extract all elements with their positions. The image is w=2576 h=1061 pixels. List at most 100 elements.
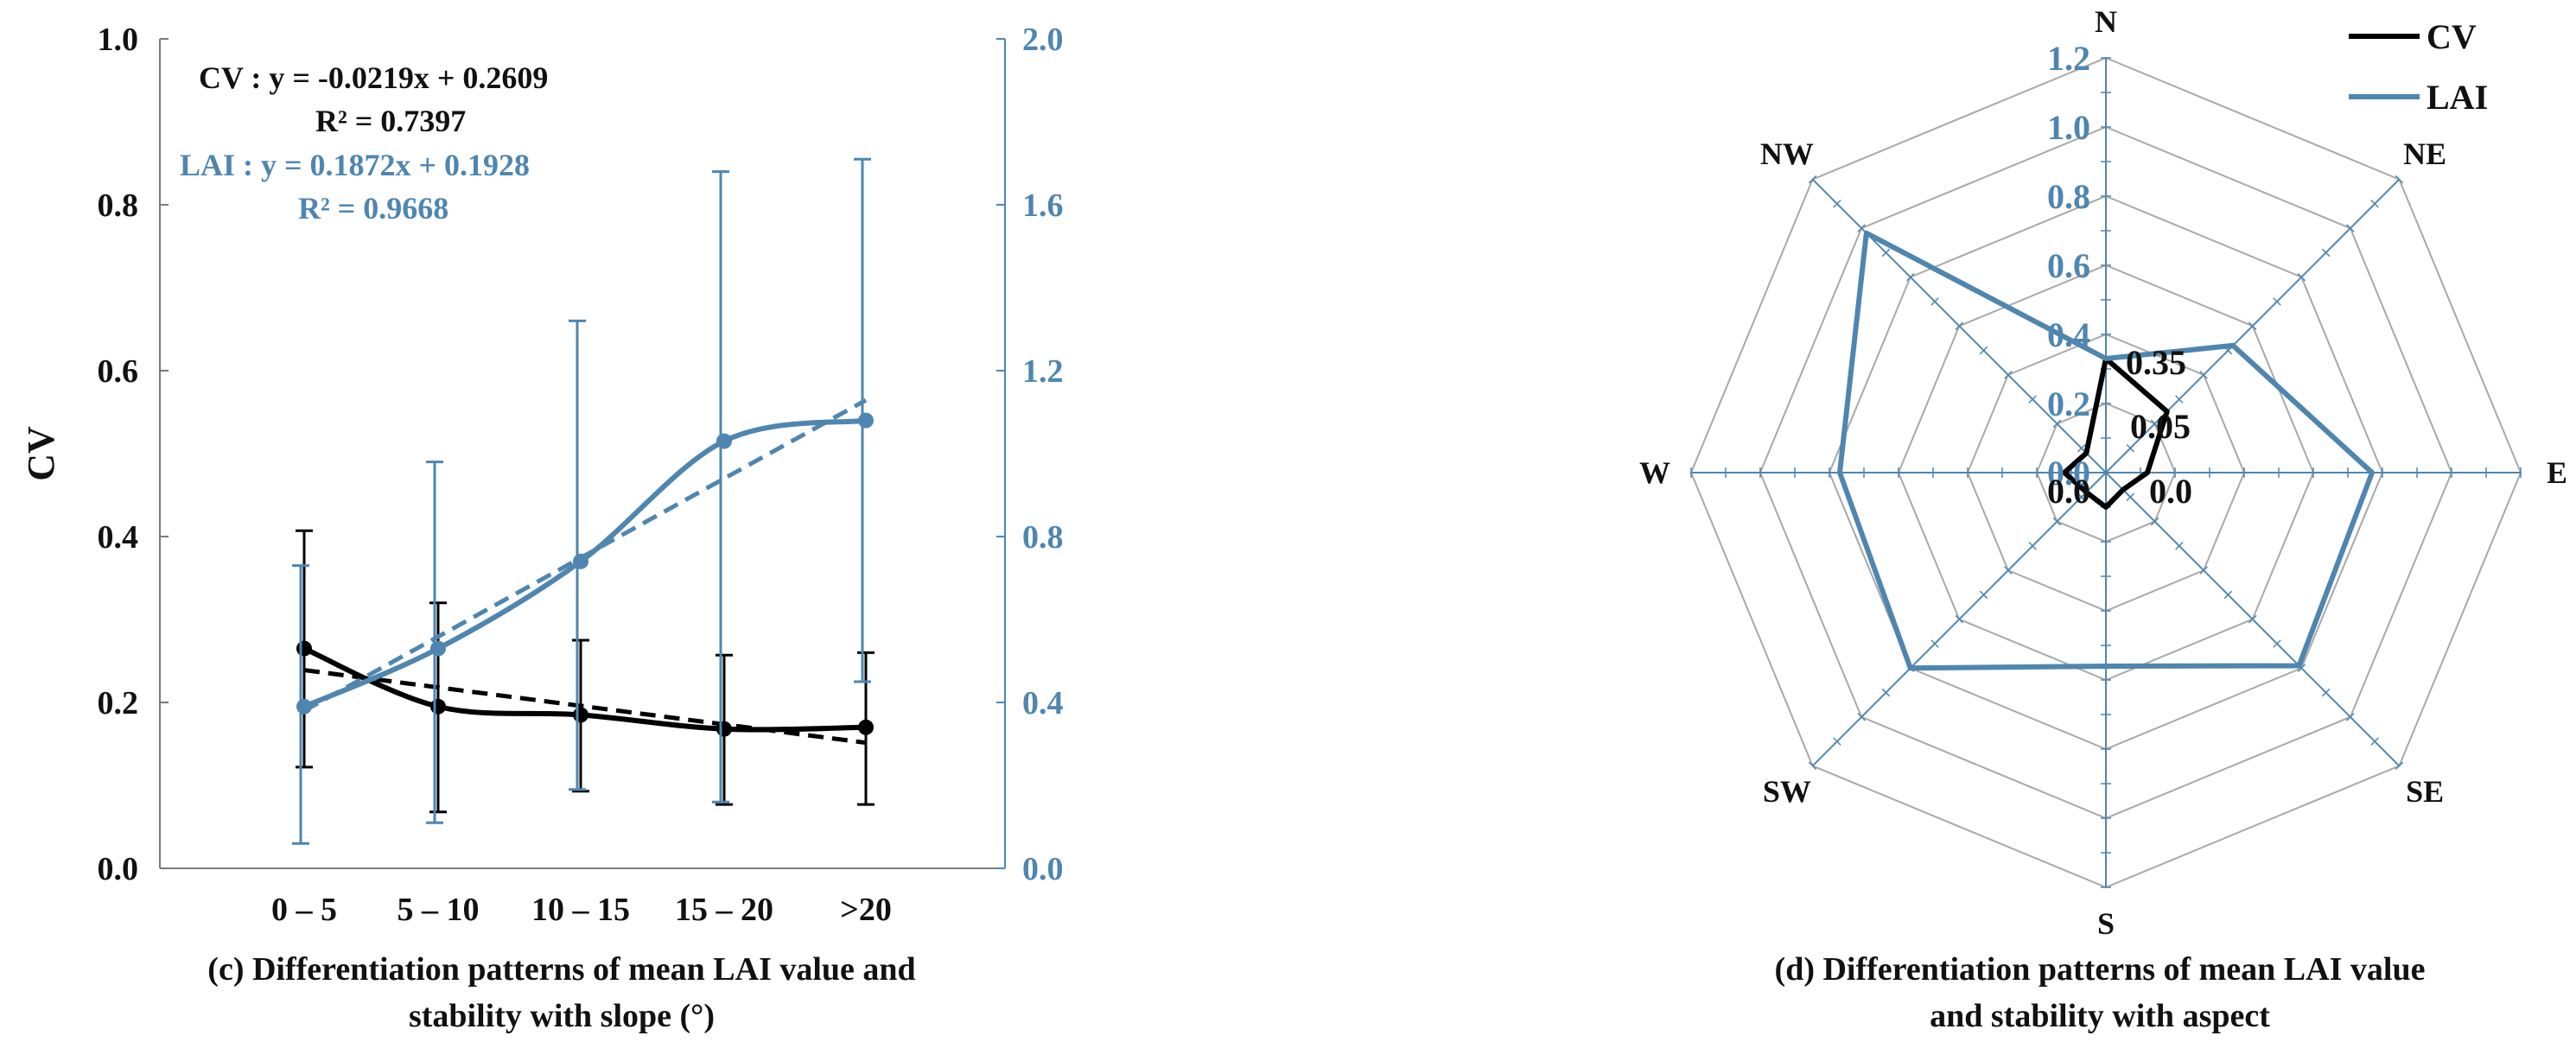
x-tick-label: 15 – 20	[675, 892, 773, 928]
radar-spoke-tick	[2273, 297, 2281, 306]
data-point	[716, 721, 732, 737]
slope-line-chart: 0.0 0.2 0.4 0.6 0.8 1.0 0.0 0.4 0.8 1.2 1.6 2.0 0 – …	[20, 22, 1064, 928]
radar-series	[1837, 34, 2420, 671]
radar-grid	[1689, 56, 2522, 889]
radar-spoke-tick	[1857, 224, 1866, 232]
ring-label: 1.0	[2047, 108, 2090, 147]
right-tick-label: 0.8	[1022, 519, 1064, 556]
aspect-caption-line2: and stability with aspect	[1930, 998, 2270, 1034]
radar-spoke-tick	[1808, 761, 1817, 771]
radar-spoke-tick	[2370, 200, 2379, 208]
lai-r2: R² = 0.9668	[298, 191, 448, 226]
left-tick-label: 0.6	[98, 353, 139, 390]
radar-spoke-tick	[1905, 272, 1915, 282]
radar-spoke-tick	[2077, 443, 2086, 453]
radar-spoke-tick	[2321, 248, 2331, 257]
x-tick-label: 10 – 15	[531, 892, 630, 928]
direction-label: SE	[2406, 774, 2444, 809]
radar-spoke-tick	[2150, 419, 2159, 429]
ring-label: 0.8	[2047, 177, 2090, 216]
radar-spoke-tick	[1905, 664, 1915, 673]
left-tick-label: 0.8	[98, 187, 139, 224]
data-point	[296, 698, 312, 715]
radar-spoke-tick	[2052, 517, 2062, 526]
radar-spoke-tick	[2199, 566, 2208, 575]
ring-label: 1.2	[2047, 39, 2090, 78]
radar-spoke-tick	[2126, 492, 2135, 502]
radar-spoke	[1811, 472, 2107, 767]
ring-label: 0.2	[2047, 384, 2090, 423]
cv-scale-label: 0.0	[2047, 472, 2090, 511]
radar-spoke-tick	[2346, 713, 2355, 721]
radar-ring	[2035, 402, 2177, 543]
radar-ring	[1689, 56, 2522, 889]
radar-spoke-tick	[2346, 224, 2355, 232]
radar-spoke-tick	[1857, 713, 1866, 721]
direction-label: W	[1639, 455, 1670, 490]
direction-label: E	[2547, 455, 2567, 490]
right-tick-label: 2.0	[1022, 22, 1064, 58]
cv-r2: R² = 0.7397	[315, 104, 466, 138]
cv-scale-label: 0.0	[2149, 472, 2192, 511]
data-point	[296, 640, 312, 657]
slope-chart-series	[292, 157, 875, 845]
radar-ring	[1828, 194, 2384, 751]
aspect-caption-line1: (d) Differentiation patterns of mean LAI…	[1774, 951, 2426, 988]
slope-chart-plot	[159, 38, 1006, 869]
radar-spoke-tick	[1881, 688, 1891, 697]
radar-spoke-tick	[2150, 517, 2159, 526]
legend-label: CV	[2427, 17, 2477, 56]
slope-caption-line2: stability with slope (°)	[408, 998, 716, 1034]
data-point	[573, 553, 588, 569]
radar-spoke-tick	[1808, 175, 1817, 184]
data-point	[430, 640, 446, 657]
radar-spoke-tick	[2273, 639, 2281, 648]
cv-polygon	[2062, 356, 2170, 510]
radar-spoke-tick	[1930, 297, 1939, 306]
radar-spoke-tick	[2126, 443, 2135, 453]
radar-spoke-tick	[2052, 419, 2062, 429]
right-tick-label: 1.2	[1022, 353, 1064, 390]
left-tick-label: 1.0	[98, 22, 139, 58]
right-tick-label: 0.4	[1022, 685, 1064, 721]
cv-scale-label: 0.35	[2126, 343, 2186, 382]
data-point	[716, 433, 732, 449]
lai-polygon	[1837, 230, 2375, 671]
radar-spoke-tick	[2077, 492, 2086, 502]
ring-label: 0.4	[2047, 315, 2090, 354]
right-tick-label: 1.6	[1022, 187, 1064, 224]
radar-spoke-tick	[2248, 614, 2257, 624]
radar-spoke-tick	[2004, 371, 2013, 379]
ring-label: 0.0	[2047, 454, 2090, 492]
right-tick-label: 0.0	[1022, 851, 1064, 887]
cv-equation: CV : y = -0.0219x + 0.2609	[199, 60, 548, 95]
radar-spoke-tick	[2395, 175, 2404, 184]
cv-scale-label: 0.05	[2130, 407, 2191, 446]
direction-label: NW	[1760, 137, 1814, 171]
left-tick-label: 0.2	[98, 685, 139, 721]
radar-spoke-tick	[2175, 542, 2184, 550]
aspect-chart-caption: (d) Differentiation patterns of mean LAI…	[1625, 946, 2575, 1039]
data-point	[858, 412, 874, 429]
radar-spoke-tick	[1979, 590, 1988, 600]
radar-spoke-tick	[1881, 248, 1891, 257]
radar-spoke-tick	[1955, 614, 1964, 624]
slope-chart-labels: 0.0 0.2 0.4 0.6 0.8 1.0 0.0 0.4 0.8 1.2 1.6 2.0 0 – …	[20, 22, 1064, 928]
radar-spoke-tick	[2028, 542, 2037, 550]
radar-spoke	[2105, 178, 2401, 473]
radar-spoke-tick	[2199, 371, 2208, 379]
radar-spoke-tick	[1955, 321, 1964, 331]
left-axis-title: CV	[20, 426, 62, 481]
radar-spoke-tick	[2395, 761, 2404, 771]
radar-spoke-tick	[2248, 321, 2257, 331]
radar-spoke-tick	[2223, 346, 2233, 355]
radar-spoke-tick	[2321, 688, 2331, 697]
radar-spoke-tick	[2297, 664, 2306, 673]
radar-spoke-tick	[2223, 590, 2233, 600]
slope-chart-caption: (c) Differentiation patterns of mean LAI…	[86, 946, 1037, 1039]
x-tick-label: 5 – 10	[398, 892, 480, 928]
radar-ring	[1897, 264, 2315, 682]
lai-equation: LAI : y = 0.1872x + 0.1928	[180, 148, 530, 182]
x-tick-label: 0 – 5	[271, 892, 337, 928]
slope-caption-line1: (c) Differentiation patterns of mean LAI…	[207, 951, 916, 988]
